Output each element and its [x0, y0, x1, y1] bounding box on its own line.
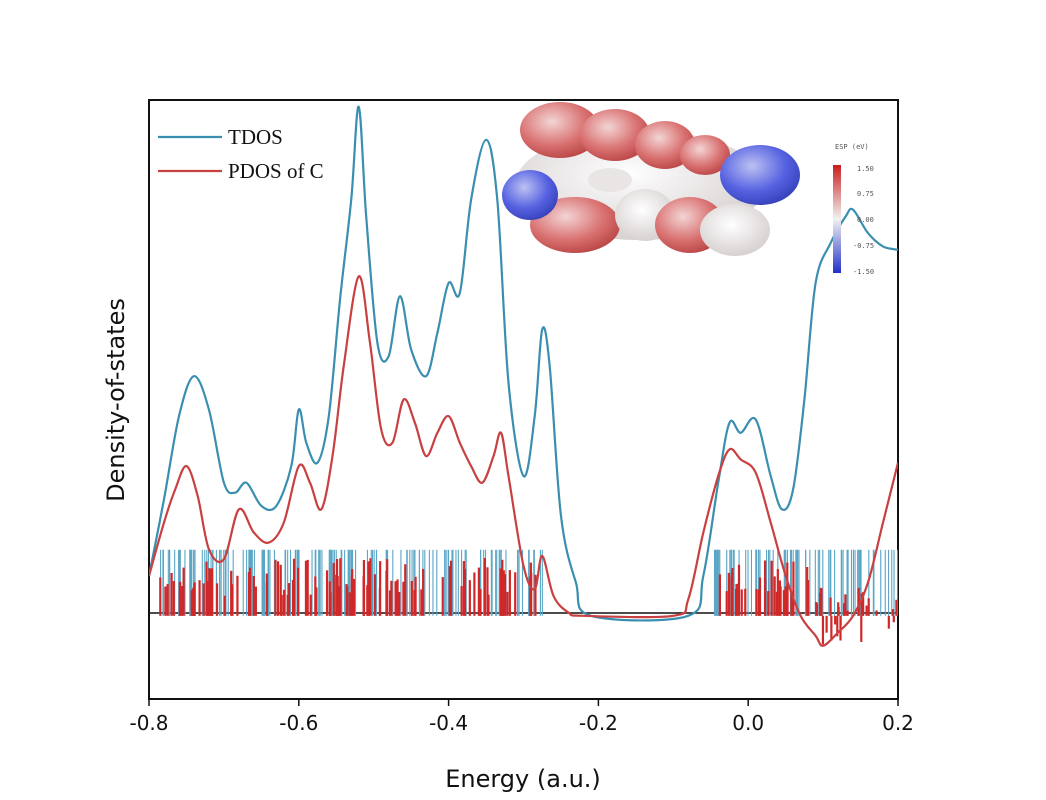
legend-label-tdos: TDOS [228, 125, 283, 149]
x-axis-title: Energy (a.u.) [445, 765, 601, 793]
esp-tick: 1.50 [857, 165, 874, 173]
series-line-tdos [149, 105, 898, 622]
x-tick-label: -0.2 [579, 711, 618, 735]
x-axis-ticks: -0.8 -0.6 -0.4 -0.2 0.0 0.2 [129, 699, 914, 735]
esp-colorbar-title: ESP (eV) [835, 143, 869, 151]
esp-tick: 0.00 [857, 216, 874, 224]
esp-tick: -1.50 [853, 268, 874, 276]
esp-tick: -0.75 [853, 242, 874, 250]
x-tick-label: -0.8 [129, 711, 168, 735]
molecule-esp-inset: ESP (eV) 1.50 0.75 0.00 -0.75 -1.50 [502, 102, 874, 276]
y-axis-title: Density-of-states [102, 298, 130, 502]
x-tick-label: 0.0 [732, 711, 764, 735]
state-sticks [159, 549, 898, 645]
x-tick-label: 0.2 [882, 711, 914, 735]
legend: TDOS PDOS of C [158, 125, 324, 183]
series-line-pdos-c [149, 275, 898, 647]
x-tick-label: -0.4 [429, 711, 468, 735]
legend-label-pdos-c: PDOS of C [228, 159, 324, 183]
x-tick-label: -0.6 [279, 711, 318, 735]
esp-tick: 0.75 [857, 190, 874, 198]
esp-colorbar [833, 165, 841, 273]
plot-frame [148, 99, 899, 700]
